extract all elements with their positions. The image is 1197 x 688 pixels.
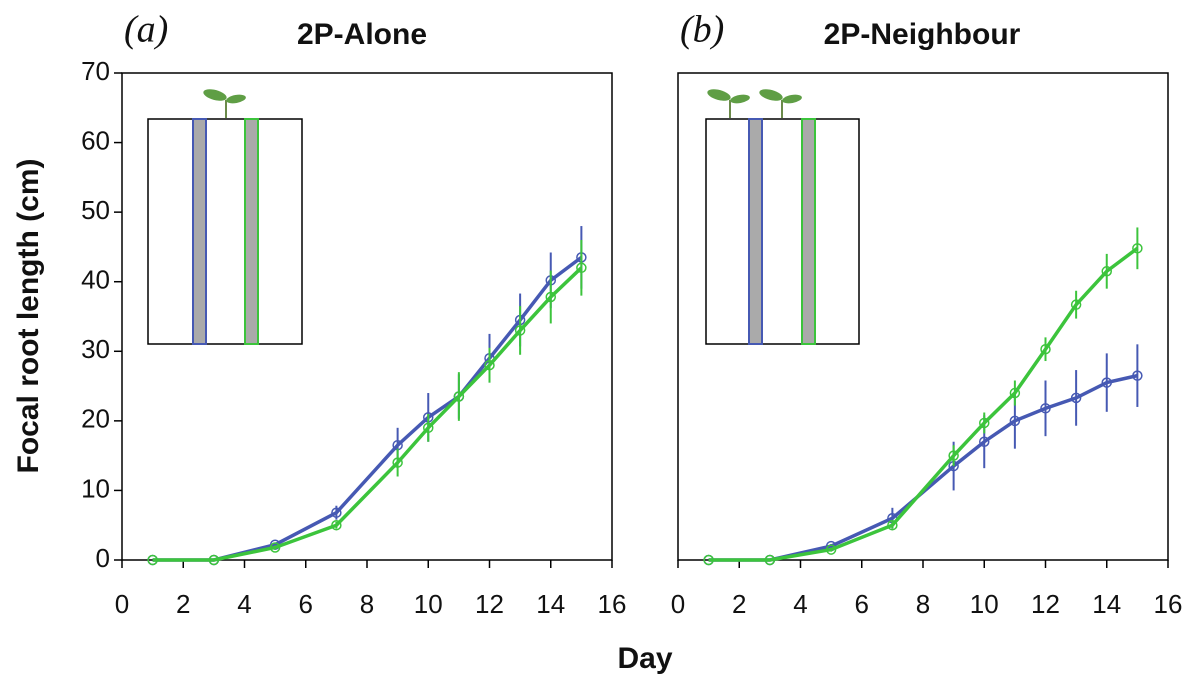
x-tick-label: 12 bbox=[1031, 589, 1060, 619]
data-point bbox=[1132, 370, 1143, 381]
x-tick-label: 10 bbox=[970, 589, 999, 619]
y-tick-label: 0 bbox=[96, 543, 110, 573]
data-point bbox=[576, 262, 587, 274]
data-point bbox=[1009, 387, 1021, 399]
data-point bbox=[764, 554, 776, 566]
x-tick-label: 14 bbox=[536, 589, 565, 619]
data-point bbox=[392, 457, 403, 468]
data-point bbox=[703, 554, 714, 566]
data-point bbox=[1040, 343, 1051, 355]
data-point bbox=[887, 519, 898, 531]
data-point bbox=[1009, 415, 1021, 427]
data-point bbox=[1101, 266, 1112, 277]
x-tick-label: 4 bbox=[793, 589, 807, 619]
data-point bbox=[1070, 299, 1082, 310]
x-tick-label: 14 bbox=[1092, 589, 1121, 619]
y-tick-label: 10 bbox=[81, 473, 110, 503]
x-tick-label: 16 bbox=[1154, 589, 1183, 619]
x-axis-label: Day bbox=[617, 642, 672, 675]
data-point bbox=[979, 436, 990, 447]
y-tick-label: 30 bbox=[81, 334, 110, 364]
y-tick-label: 50 bbox=[81, 195, 110, 225]
x-tick-label: 0 bbox=[671, 589, 685, 619]
data-point bbox=[423, 422, 434, 434]
data-point bbox=[1070, 392, 1082, 404]
x-tick-label: 2 bbox=[732, 589, 746, 619]
data-point bbox=[1101, 377, 1112, 388]
data-point bbox=[453, 391, 465, 402]
data-point bbox=[1040, 403, 1051, 414]
data-point bbox=[147, 554, 158, 566]
inset-b bbox=[705, 89, 860, 345]
x-tick-label: 8 bbox=[916, 589, 930, 619]
data-point bbox=[1132, 243, 1143, 254]
panel-label: (b) bbox=[680, 9, 724, 51]
x-tick-label: 12 bbox=[475, 589, 504, 619]
data-point bbox=[514, 325, 526, 336]
y-axis-label: Focal root length (cm) bbox=[12, 159, 45, 474]
x-tick-label: 4 bbox=[237, 589, 251, 619]
y-tick-label: 60 bbox=[81, 125, 110, 155]
data-point bbox=[545, 291, 556, 303]
data-point bbox=[331, 507, 342, 518]
y-tick-label: 20 bbox=[81, 404, 110, 434]
data-point bbox=[948, 450, 959, 461]
data-point bbox=[979, 417, 990, 429]
x-tick-label: 2 bbox=[176, 589, 190, 619]
data-point bbox=[208, 554, 220, 566]
data-point bbox=[269, 542, 281, 553]
data-point bbox=[484, 359, 495, 371]
series-line bbox=[708, 373, 1138, 562]
panel-label: (a) bbox=[124, 9, 168, 51]
x-tick-label: 0 bbox=[115, 589, 129, 619]
y-tick-label: 40 bbox=[81, 265, 110, 295]
x-tick-label: 6 bbox=[855, 589, 869, 619]
chart-title: 2P-Alone bbox=[297, 18, 427, 51]
data-point bbox=[825, 544, 837, 555]
inset-a bbox=[147, 89, 303, 345]
x-tick-label: 8 bbox=[360, 589, 374, 619]
x-tick-label: 16 bbox=[598, 589, 627, 619]
data-point bbox=[331, 519, 342, 531]
x-tick-label: 10 bbox=[414, 589, 443, 619]
x-tick-label: 6 bbox=[299, 589, 313, 619]
chart-title: 2P-Neighbour bbox=[824, 18, 1021, 51]
y-tick-label: 70 bbox=[81, 56, 110, 86]
